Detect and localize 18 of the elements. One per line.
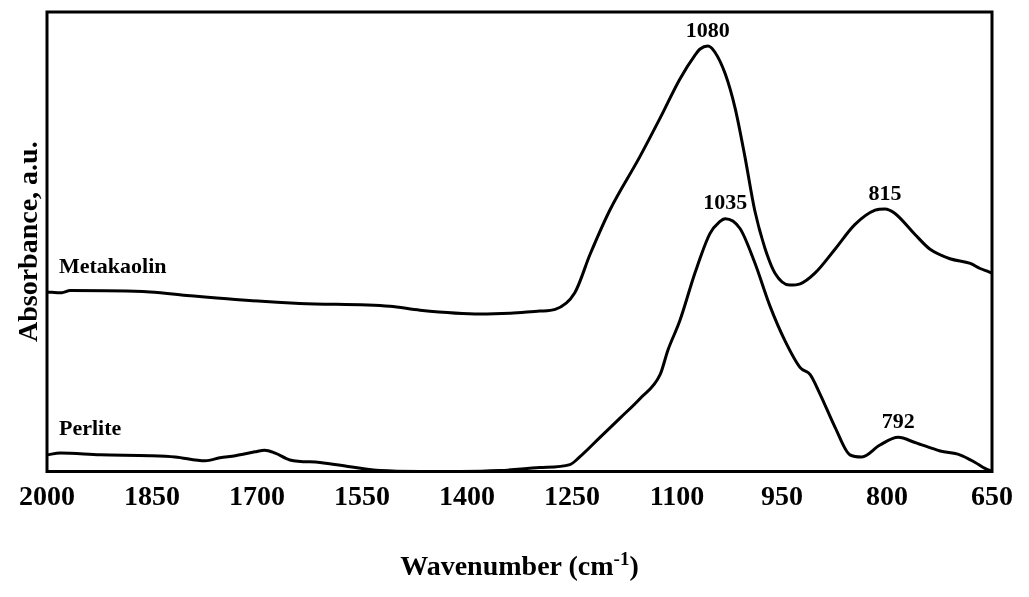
x-tick-label: 650 (971, 480, 1013, 512)
y-axis-title: Absorbance, a.u. (12, 141, 44, 343)
x-tick-label: 1400 (439, 480, 495, 512)
x-tick-label: 2000 (19, 480, 75, 512)
annotation: 815 (868, 179, 902, 205)
series-label: Perlite (59, 415, 122, 441)
x-axis-title: Wavenumber (cm$^{-1}$) (399, 548, 640, 583)
x-tick-label: 950 (761, 480, 803, 512)
annotation: 1080 (685, 16, 730, 42)
x-tick-label: 1700 (229, 480, 285, 512)
x-tick-label: 1100 (649, 480, 705, 512)
x-tick-label: 800 (866, 480, 908, 512)
series-label: Metakaolin (59, 252, 167, 278)
x-tick-label: 1550 (334, 480, 390, 512)
annotation: 1035 (703, 189, 748, 215)
x-tick-label: 1850 (124, 480, 180, 512)
x-tick-label: 1250 (544, 480, 600, 512)
annotation: 792 (881, 408, 915, 434)
